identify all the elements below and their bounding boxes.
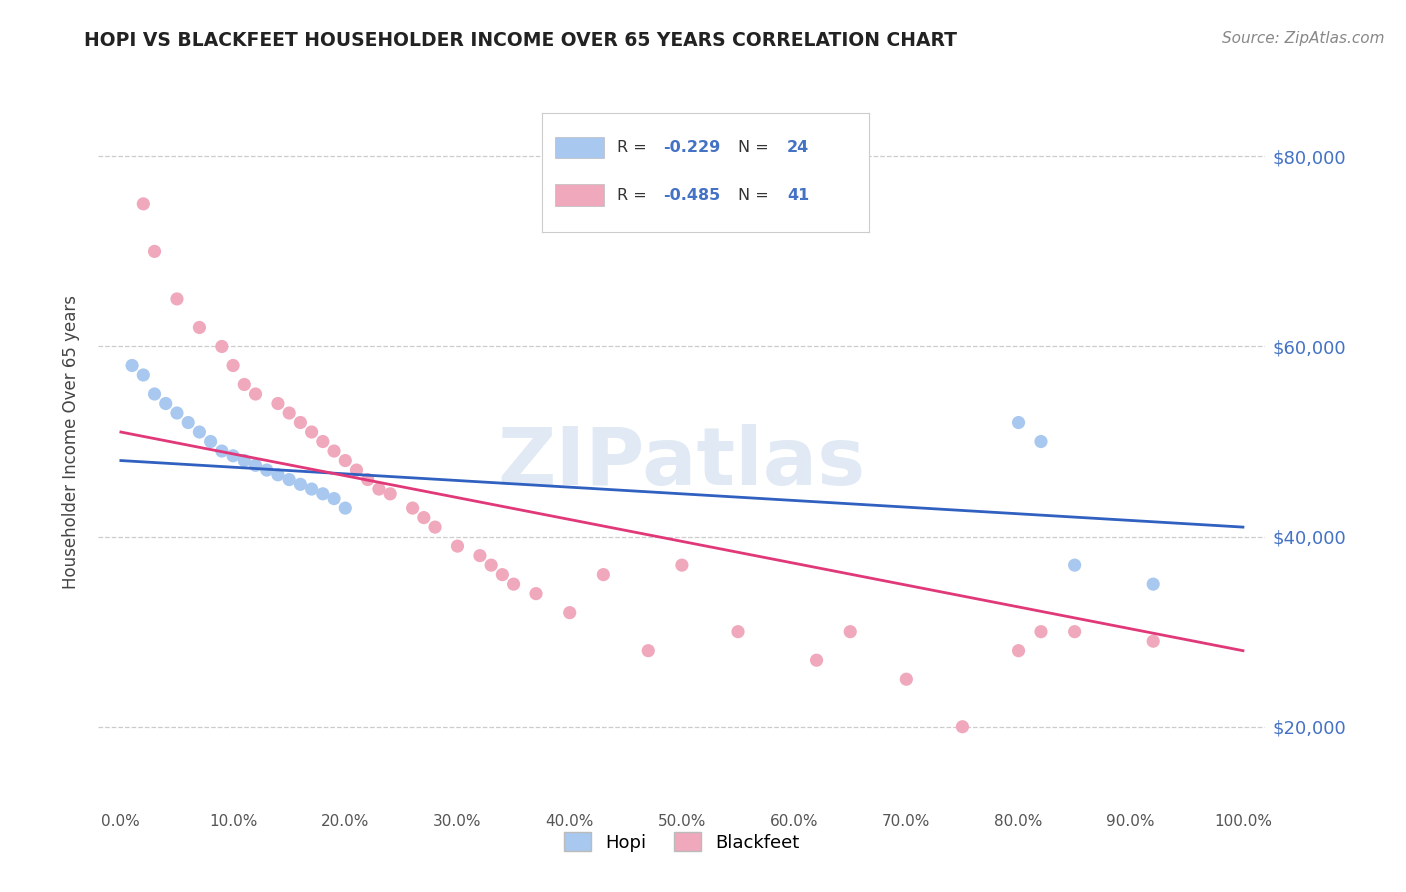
Point xyxy=(896,672,918,686)
Point xyxy=(245,458,267,473)
Point xyxy=(188,320,211,334)
Point xyxy=(335,501,357,516)
Point xyxy=(1029,624,1052,639)
Text: HOPI VS BLACKFEET HOUSEHOLDER INCOME OVER 65 YEARS CORRELATION CHART: HOPI VS BLACKFEET HOUSEHOLDER INCOME OVE… xyxy=(84,31,957,50)
Point xyxy=(143,244,166,259)
Point xyxy=(1063,558,1085,573)
Point xyxy=(1029,434,1052,449)
Point xyxy=(312,434,335,449)
Point xyxy=(357,473,380,487)
Point xyxy=(446,539,468,553)
Point xyxy=(166,292,188,306)
Point xyxy=(423,520,446,534)
Point xyxy=(335,453,357,467)
Point xyxy=(727,624,749,639)
Point xyxy=(479,558,502,573)
Point xyxy=(278,406,301,420)
Point xyxy=(368,482,391,496)
Point xyxy=(267,467,290,482)
Point xyxy=(491,567,513,582)
Point xyxy=(412,510,434,524)
Point xyxy=(558,606,581,620)
Point xyxy=(637,643,659,657)
Point xyxy=(671,558,693,573)
Point xyxy=(1063,624,1085,639)
Point xyxy=(166,406,188,420)
Point xyxy=(233,377,256,392)
Point xyxy=(256,463,278,477)
Y-axis label: Householder Income Over 65 years: Householder Income Over 65 years xyxy=(62,294,80,589)
Point xyxy=(380,487,402,501)
Point xyxy=(245,387,267,401)
Point xyxy=(267,396,290,410)
Point xyxy=(222,449,245,463)
Point xyxy=(524,587,547,601)
Point xyxy=(132,368,155,382)
Point xyxy=(132,197,155,211)
Point xyxy=(121,359,143,373)
Point xyxy=(839,624,862,639)
Point xyxy=(301,425,323,439)
Point xyxy=(233,453,256,467)
Point xyxy=(211,339,233,353)
Point xyxy=(312,487,335,501)
Point xyxy=(1007,643,1029,657)
Text: ZIPatlas: ZIPatlas xyxy=(498,425,866,502)
Point xyxy=(211,444,233,458)
Point xyxy=(301,482,323,496)
Point xyxy=(290,477,312,491)
Point xyxy=(401,501,423,516)
Point xyxy=(502,577,524,591)
Point xyxy=(155,396,177,410)
Legend: Hopi, Blackfeet: Hopi, Blackfeet xyxy=(557,825,807,859)
Point xyxy=(952,720,974,734)
Point xyxy=(200,434,222,449)
Point xyxy=(346,463,368,477)
Point xyxy=(1142,577,1164,591)
Text: Source: ZipAtlas.com: Source: ZipAtlas.com xyxy=(1222,31,1385,46)
Point xyxy=(323,444,346,458)
Point xyxy=(222,359,245,373)
Point xyxy=(188,425,211,439)
Point xyxy=(1007,416,1029,430)
Point xyxy=(468,549,491,563)
Point xyxy=(143,387,166,401)
Point xyxy=(278,473,301,487)
Point xyxy=(592,567,614,582)
Point xyxy=(177,416,200,430)
Point xyxy=(323,491,346,506)
Point xyxy=(806,653,828,667)
Point xyxy=(290,416,312,430)
Point xyxy=(1142,634,1164,648)
